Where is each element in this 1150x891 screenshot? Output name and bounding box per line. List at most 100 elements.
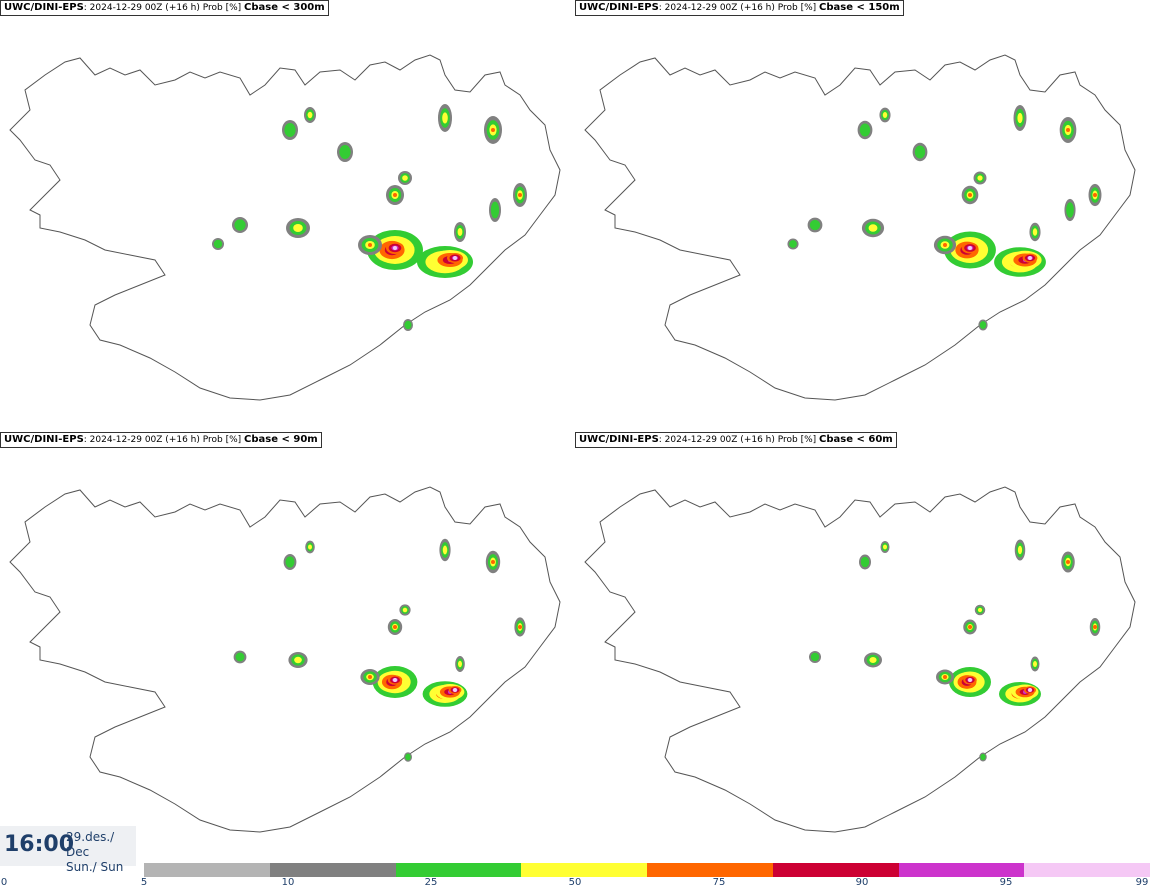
probability-area xyxy=(914,145,926,159)
colorbar-tick: 95 xyxy=(999,877,1013,888)
probability-area xyxy=(859,123,871,137)
map-panel-2: UWC/DINI-EPS: 2024-12-29 00Z (+16 h) Pro… xyxy=(575,0,1150,436)
probability-area xyxy=(1033,661,1037,667)
valid-date: 29.des./ Dec Sun./ Sun xyxy=(66,830,136,875)
panel-title: UWC/DINI-EPS: 2024-12-29 00Z (+16 h) Pro… xyxy=(575,432,897,448)
iceland-map xyxy=(9,54,561,401)
panel-title: UWC/DINI-EPS: 2024-12-29 00Z (+16 h) Pro… xyxy=(575,0,904,16)
colorbar-segment xyxy=(898,863,1025,877)
probability-area xyxy=(457,228,463,236)
probability-area xyxy=(442,545,448,555)
date-line-1: 29.des./ Dec xyxy=(66,830,115,859)
probability-area xyxy=(979,321,987,329)
panel-title: UWC/DINI-EPS: 2024-12-29 00Z (+16 h) Pro… xyxy=(0,432,322,448)
probability-area xyxy=(943,243,947,247)
colorbar-segment xyxy=(395,863,522,877)
probability-area xyxy=(1093,625,1097,629)
probability-area xyxy=(789,240,797,248)
probability-area xyxy=(393,246,397,250)
probability-area xyxy=(1066,202,1074,218)
probability-area xyxy=(442,112,448,124)
colorbar-tick: 99 xyxy=(1135,877,1149,888)
probability-area xyxy=(402,175,408,181)
probability-area xyxy=(402,607,408,613)
probability-area xyxy=(339,145,351,159)
probability-area xyxy=(307,111,313,119)
coastline xyxy=(9,486,561,833)
colorbar-segment xyxy=(521,863,647,877)
probability-area xyxy=(458,660,462,668)
probability-area xyxy=(883,544,887,550)
probability-area xyxy=(968,678,972,682)
probability-area xyxy=(518,193,522,197)
probability-area xyxy=(491,128,495,132)
colorbar-tick: 50 xyxy=(568,877,582,888)
probability-area xyxy=(1066,560,1070,564)
colorbar-segment xyxy=(144,863,270,877)
coastline xyxy=(9,54,561,401)
colorbar-tick: 25 xyxy=(424,877,438,888)
colorbar-tick: 0 xyxy=(0,877,8,888)
probability-area xyxy=(1066,128,1070,132)
probability-area xyxy=(1017,112,1023,124)
probability-area xyxy=(284,123,296,137)
probability-area xyxy=(490,201,500,219)
panel-title: UWC/DINI-EPS: 2024-12-29 00Z (+16 h) Pro… xyxy=(0,0,329,16)
iceland-map xyxy=(9,486,561,833)
probability-area xyxy=(404,320,412,330)
colorbar-tick: 10 xyxy=(281,877,295,888)
probability-area xyxy=(868,224,878,232)
probability-area xyxy=(968,246,972,250)
probability-area xyxy=(491,560,495,564)
probability-area xyxy=(518,625,522,629)
coastline xyxy=(584,486,1136,833)
probability-area xyxy=(368,243,372,247)
probability-colorbar xyxy=(144,863,1150,877)
probability-area xyxy=(368,675,372,679)
probability-area xyxy=(809,219,821,231)
probability-area xyxy=(980,753,986,761)
probability-area xyxy=(977,175,983,181)
probability-area xyxy=(860,556,870,568)
colorbar-tick: 5 xyxy=(140,877,148,888)
probability-area xyxy=(943,675,947,679)
iceland-map xyxy=(584,486,1136,833)
probability-area xyxy=(453,688,457,692)
colorbar-segment xyxy=(647,863,773,877)
map-panel-4: UWC/DINI-EPS: 2024-12-29 00Z (+16 h) Pro… xyxy=(575,432,1150,868)
probability-area xyxy=(393,625,397,629)
probability-area xyxy=(308,544,312,550)
colorbar-segment xyxy=(1024,863,1150,877)
probability-area xyxy=(393,193,397,197)
probability-area xyxy=(1032,228,1038,236)
probability-area xyxy=(294,656,302,664)
map-panel-1: UWC/DINI-EPS: 2024-12-29 00Z (+16 h) Pro… xyxy=(0,0,575,436)
colorbar-segment xyxy=(772,863,899,877)
colorbar-tick: 75 xyxy=(712,877,726,888)
probability-area xyxy=(882,112,888,118)
iceland-map xyxy=(584,54,1136,401)
probability-area xyxy=(869,657,877,663)
probability-area xyxy=(810,652,820,662)
probability-area xyxy=(968,193,972,197)
probability-area xyxy=(235,652,245,662)
colorbar-tick: 90 xyxy=(855,877,869,888)
probability-area xyxy=(285,556,295,568)
probability-area xyxy=(1093,193,1097,197)
probability-area xyxy=(213,239,223,249)
probability-area xyxy=(293,224,303,232)
valid-time: 16:00 xyxy=(4,832,75,857)
map-panel-3: UWC/DINI-EPS: 2024-12-29 00Z (+16 h) Pro… xyxy=(0,432,575,868)
probability-area xyxy=(1017,545,1023,555)
date-line-2: Sun./ Sun xyxy=(66,860,124,874)
colorbar-segment xyxy=(269,863,396,877)
probability-area xyxy=(1028,256,1032,260)
probability-area xyxy=(234,219,246,231)
probability-area xyxy=(405,753,411,761)
coastline xyxy=(584,54,1136,401)
probability-area xyxy=(968,625,972,629)
probability-area xyxy=(393,678,397,682)
probability-area xyxy=(1028,688,1032,692)
probability-area xyxy=(977,607,983,613)
probability-area xyxy=(453,256,457,260)
